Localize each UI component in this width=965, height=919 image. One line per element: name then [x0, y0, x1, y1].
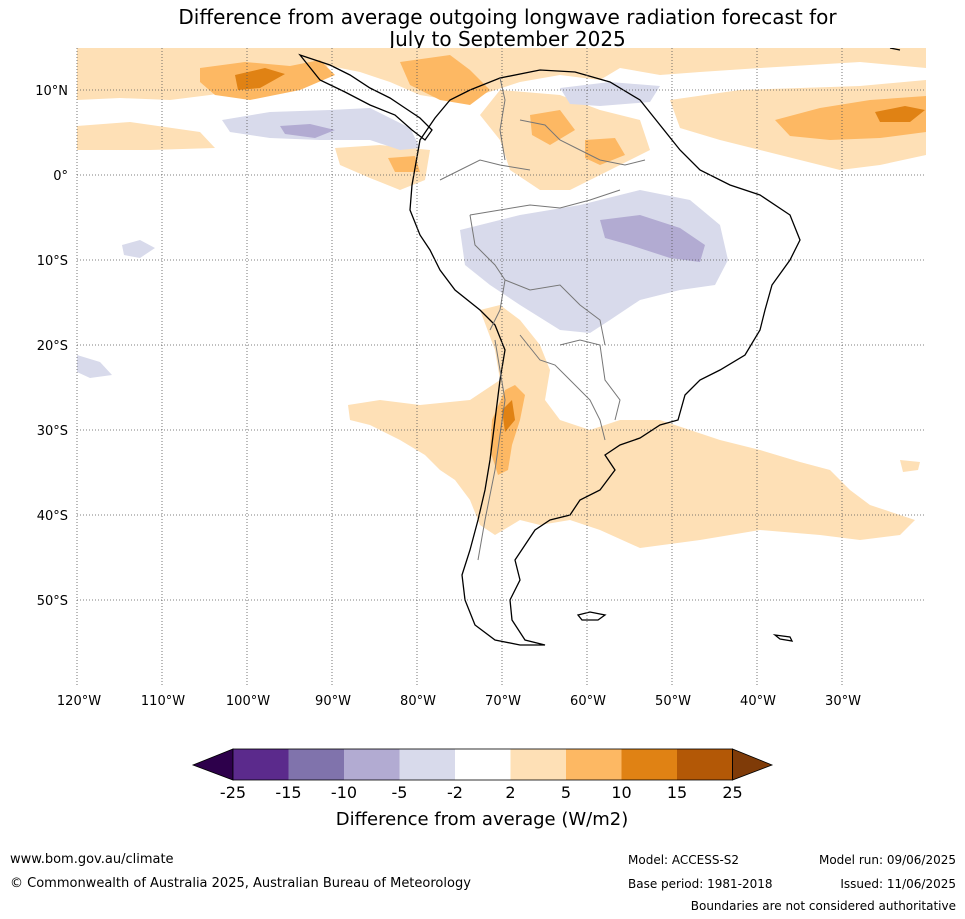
lat-label-50s: 50°S — [37, 594, 68, 609]
lon-label-30w: 30°W — [825, 694, 861, 709]
border-6 — [477, 339, 506, 561]
border-layer — [439, 77, 646, 561]
anomaly-region-orange5 — [875, 106, 925, 122]
anomaly-region-orange7 — [530, 110, 575, 145]
south-georgia — [772, 634, 794, 642]
lon-label-50w: 50°W — [655, 694, 691, 709]
anomaly-region-eq-band2 — [335, 145, 430, 190]
colorbar-segment-3 — [344, 749, 400, 780]
gulf-coast — [889, 48, 901, 51]
issued-text: Issued: 11/06/2025 — [840, 877, 956, 891]
colorbar-segment-0 — [191, 748, 234, 781]
falklands — [576, 611, 607, 621]
lon-label-80w: 80°W — [400, 694, 436, 709]
colorbar-segment-2 — [288, 749, 344, 780]
south-america-coastline — [409, 69, 801, 646]
base-period-text: Base period: 1981-2018 — [628, 877, 773, 891]
border-3 — [504, 279, 606, 346]
colorbar-segment-4 — [399, 749, 455, 780]
colorbar-tick-label: 10 — [611, 783, 631, 802]
colorbar-segment-7 — [566, 749, 622, 780]
lon-label-100w: 100°W — [226, 694, 270, 709]
website-link[interactable]: www.bom.gov.au/climate — [10, 852, 174, 867]
lon-label-110w: 110°W — [141, 694, 185, 709]
colorbar-segment-6 — [510, 749, 566, 780]
anomaly-region-purple-amazon2 — [600, 215, 705, 262]
anomaly-region-eq-band — [77, 122, 215, 150]
colorbar-tick-label: -15 — [275, 783, 301, 802]
lon-label-40w: 40°W — [740, 694, 776, 709]
anomaly-region-purple-ne — [560, 82, 660, 106]
lon-label-70w: 70°W — [485, 694, 521, 709]
anomaly-region-nne — [480, 90, 650, 190]
anomaly-region-purple-sw — [77, 355, 112, 378]
anomaly-region-orange3 — [400, 55, 490, 105]
model-run-text: Model run: 09/06/2025 — [818, 853, 956, 867]
anomaly-region-south — [348, 305, 915, 548]
anomaly-region-south-east — [900, 460, 920, 472]
copyright-text: © Commonwealth of Australia 2025, Austra… — [10, 876, 471, 891]
anomaly-region-orange6 — [585, 138, 625, 165]
anomaly-region-orange2 — [235, 68, 285, 90]
anomaly-region-andes — [490, 385, 525, 475]
colorbar-segment-1 — [233, 749, 289, 780]
colorbar-tick-label: 25 — [722, 783, 742, 802]
anomaly-region-purple-small — [122, 240, 155, 258]
graticule — [76, 48, 926, 685]
coastline-layer — [298, 48, 901, 646]
disclaimer-text: Boundaries are not considered authoritat… — [690, 899, 956, 913]
anomaly-region-orange4 — [775, 96, 926, 140]
colorbar-tick-label: 5 — [561, 783, 571, 802]
lat-label-20s: 20°S — [37, 339, 68, 354]
colorbar-segment-9 — [677, 749, 733, 780]
border-9 — [499, 77, 506, 161]
colorbar-segment-8 — [621, 749, 677, 780]
anomaly-region-north — [77, 48, 926, 100]
border-8 — [519, 119, 646, 166]
colorbar-tick-label: -25 — [220, 783, 246, 802]
border-7 — [439, 159, 531, 181]
colorbar-segment-10 — [732, 748, 774, 781]
map-title-line2: July to September 2025 — [389, 27, 626, 51]
colorbar-tick-label: -2 — [447, 783, 463, 802]
border-5 — [519, 334, 606, 441]
lon-label-90w: 90°W — [315, 694, 351, 709]
colorbar-label: Difference from average (W/m2) — [336, 809, 628, 830]
colorbar-tick-label: 2 — [505, 783, 515, 802]
longitude-labels: 120°W 110°W 100°W 90°W 80°W 70°W 60°W 50… — [57, 694, 861, 709]
central-america-coastline — [298, 53, 433, 141]
anomaly-layer — [77, 48, 926, 685]
colorbar-tick-label: -5 — [392, 783, 408, 802]
lon-label-60w: 60°W — [570, 694, 606, 709]
anomaly-region-andes2 — [502, 400, 515, 432]
latitude-labels: 10°N 0° 10°S 20°S 30°S 40°S 50°S — [35, 84, 68, 609]
lat-label-30s: 30°S — [37, 424, 68, 439]
lat-label-0: 0° — [53, 169, 68, 184]
border-1 — [469, 189, 621, 216]
border-4 — [559, 339, 621, 421]
colorbar-tick-label: 15 — [667, 783, 687, 802]
lat-label-40s: 40°S — [37, 509, 68, 524]
border-2 — [469, 214, 506, 331]
lat-label-10s: 10°S — [37, 254, 68, 269]
anomaly-region-orange8 — [388, 156, 420, 172]
map-title-line1: Difference from average outgoing longwav… — [178, 5, 837, 29]
colorbar: -25 -15 -10 -5 -2 2 5 10 15 25 Differenc… — [191, 748, 774, 830]
anomaly-region-purple-eq2 — [280, 124, 335, 138]
colorbar-segment-5 — [455, 749, 511, 780]
lat-label-10n: 10°N — [35, 84, 68, 99]
model-text: Model: ACCESS-S2 — [628, 853, 740, 867]
lon-label-120w: 120°W — [57, 694, 101, 709]
colorbar-tick-label: -10 — [331, 783, 357, 802]
